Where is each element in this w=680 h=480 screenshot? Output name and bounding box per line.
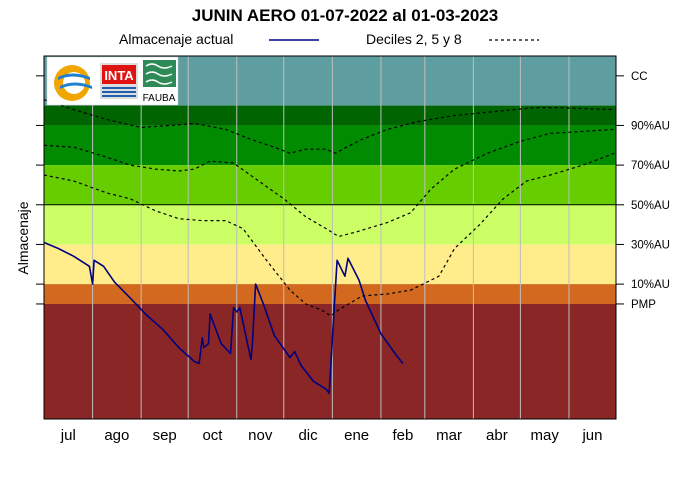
x-tick-label-jul: jul: [60, 427, 76, 444]
y-tick-label-cc: CC: [631, 71, 648, 83]
x-tick-label-mar: mar: [436, 427, 462, 444]
legend: Almacenaje actual Deciles 2, 5 y 8: [119, 31, 539, 47]
legend-deciles-label: Deciles 2, 5 y 8: [366, 31, 462, 47]
storage-bands: [44, 56, 616, 419]
x-tick-label-feb: feb: [392, 427, 413, 444]
x-tick-label-nov: nov: [248, 427, 273, 444]
series-layer: [43, 99, 615, 394]
band-7: [44, 303, 616, 419]
x-tick-label-dic: dic: [298, 427, 318, 444]
x-axis-ticks: jul ago sep oct nov dic ene feb mar abr may jun: [60, 427, 603, 444]
band-1: [44, 105, 616, 126]
series-line-decil-8: [43, 99, 615, 154]
y-tick-label-30pctau: 30%AU: [631, 239, 670, 251]
y-axis-label: Almacenaje: [15, 201, 31, 274]
y-tick-label-70pctau: 70%AU: [631, 160, 670, 172]
x-tick-label-jun: jun: [581, 427, 602, 444]
logos: INTA FAUBA: [46, 56, 179, 106]
x-tick-label-ene: ene: [344, 427, 369, 444]
month-gridlines: [92, 56, 570, 419]
fauba-logo-icon: FAUBA: [143, 60, 176, 104]
plot-frame: [43, 55, 617, 420]
band-3: [44, 165, 616, 205]
band-4: [44, 204, 616, 245]
x-tick-label-may: may: [531, 427, 560, 444]
y-tick-label-90pctau: 90%AU: [631, 120, 670, 132]
y-tick-label-pmp: PMP: [631, 299, 656, 311]
y-tick-label-50pctau: 50%AU: [631, 200, 670, 212]
x-tick-label-sep: sep: [153, 427, 177, 444]
series-line-almacenaje-actual: [43, 241, 404, 394]
y-tick-label-10pctau: 10%AU: [631, 279, 670, 291]
chart-title: JUNIN AERO 01-07-2022 al 01-03-2023: [192, 6, 498, 25]
inta-logo-text: INTA: [104, 68, 134, 83]
band-6: [44, 284, 616, 304]
x-tick-label-abr: abr: [486, 427, 508, 444]
cih-logo-icon: [54, 65, 92, 101]
series-line-decil-2: [43, 152, 615, 317]
inta-logo-icon: INTA: [100, 63, 138, 99]
x-tick-label-ago: ago: [104, 427, 129, 444]
series-line-decil-5: [43, 128, 615, 238]
fauba-logo-text: FAUBA: [143, 93, 176, 104]
y-axis-ticks: CC 90%AU 70%AU 50%AU 30%AU 10%AU PMP: [36, 71, 670, 311]
x-tick-label-oct: oct: [202, 427, 223, 444]
legend-actual-label: Almacenaje actual: [119, 31, 233, 47]
band-5: [44, 244, 616, 285]
band-2: [44, 125, 616, 166]
